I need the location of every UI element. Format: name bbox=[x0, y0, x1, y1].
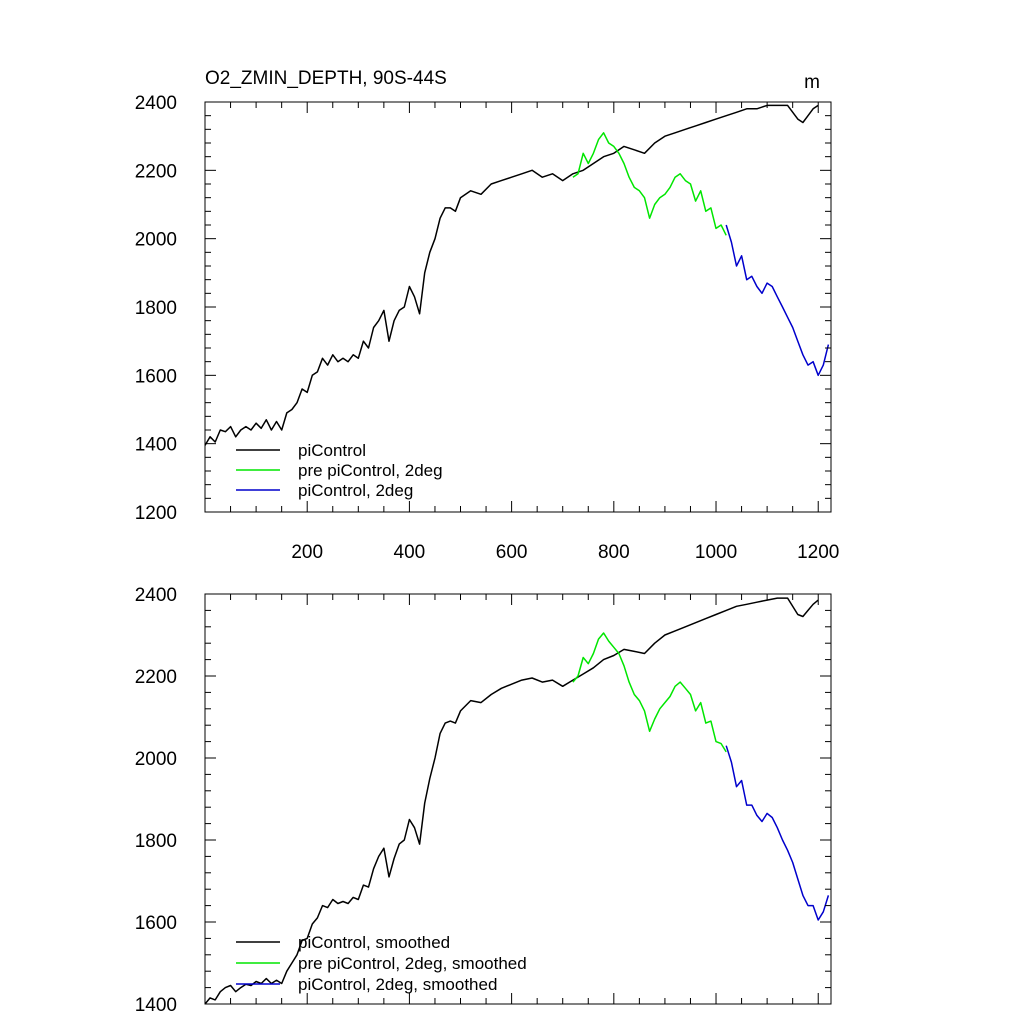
y-tick-label: 1400 bbox=[135, 995, 177, 1016]
units-label: m bbox=[804, 72, 820, 93]
legend-label: pre piControl, 2deg bbox=[298, 461, 443, 480]
plot-frame bbox=[204, 101, 832, 513]
y-tick-label: 1600 bbox=[135, 366, 177, 387]
y-tick-label: 1400 bbox=[135, 435, 177, 456]
x-tick-label: 1200 bbox=[797, 542, 839, 563]
series-line-pre-picontrol-2deg bbox=[572, 132, 727, 236]
y-tick-label: 2000 bbox=[135, 749, 177, 770]
legend: piControl, smoothed pre piControl, 2deg, … bbox=[236, 933, 527, 994]
bottom-panel: 1400 1600 1800 2000 2200 2400 piControl, smoo… bbox=[135, 585, 832, 1016]
y-tick-label: 1800 bbox=[135, 298, 177, 319]
series-layer bbox=[204, 597, 830, 1005]
plot-frame bbox=[204, 593, 832, 1005]
series-line-picontrol bbox=[204, 104, 819, 446]
series-line-picontrol-smoothed bbox=[204, 597, 819, 1005]
x-tick-label: 1000 bbox=[695, 542, 737, 563]
legend-label: piControl bbox=[298, 441, 366, 460]
legend-label: piControl, smoothed bbox=[298, 933, 450, 952]
y-tick-label: 2400 bbox=[135, 585, 177, 606]
x-tick-label: 800 bbox=[598, 542, 630, 563]
legend-label: piControl, 2deg, smoothed bbox=[298, 975, 497, 994]
y-tick-label: 2200 bbox=[135, 667, 177, 688]
x-tick-label: 200 bbox=[291, 542, 323, 563]
y-tick-label: 2400 bbox=[135, 93, 177, 114]
series-layer bbox=[204, 104, 830, 446]
y-tick-label: 1600 bbox=[135, 913, 177, 934]
ticks-layer: 1200 1400 1600 1800 2000 2200 2400 200 400 600 800… bbox=[135, 93, 840, 563]
ticks-layer: 1400 1600 1800 2000 2200 2400 bbox=[135, 585, 831, 1016]
top-panel: O2_ZMIN_DEPTH, 90S-44S m 1200 1400 1600 180… bbox=[135, 68, 840, 563]
series-line-picontrol-2deg-smoothed bbox=[725, 745, 830, 921]
x-tick-label: 600 bbox=[496, 542, 528, 563]
y-tick-label: 2200 bbox=[135, 161, 177, 182]
y-tick-label: 2000 bbox=[135, 230, 177, 251]
series-line-picontrol-2deg bbox=[725, 224, 830, 377]
legend-label: piControl, 2deg bbox=[298, 481, 413, 500]
chart-title: O2_ZMIN_DEPTH, 90S-44S bbox=[205, 68, 447, 89]
x-tick-label: 400 bbox=[394, 542, 426, 563]
legend-label: pre piControl, 2deg, smoothed bbox=[298, 954, 527, 973]
series-line-pre-picontrol-2deg-smoothed bbox=[572, 632, 727, 753]
y-tick-label: 1200 bbox=[135, 503, 177, 524]
y-tick-label: 1800 bbox=[135, 831, 177, 852]
